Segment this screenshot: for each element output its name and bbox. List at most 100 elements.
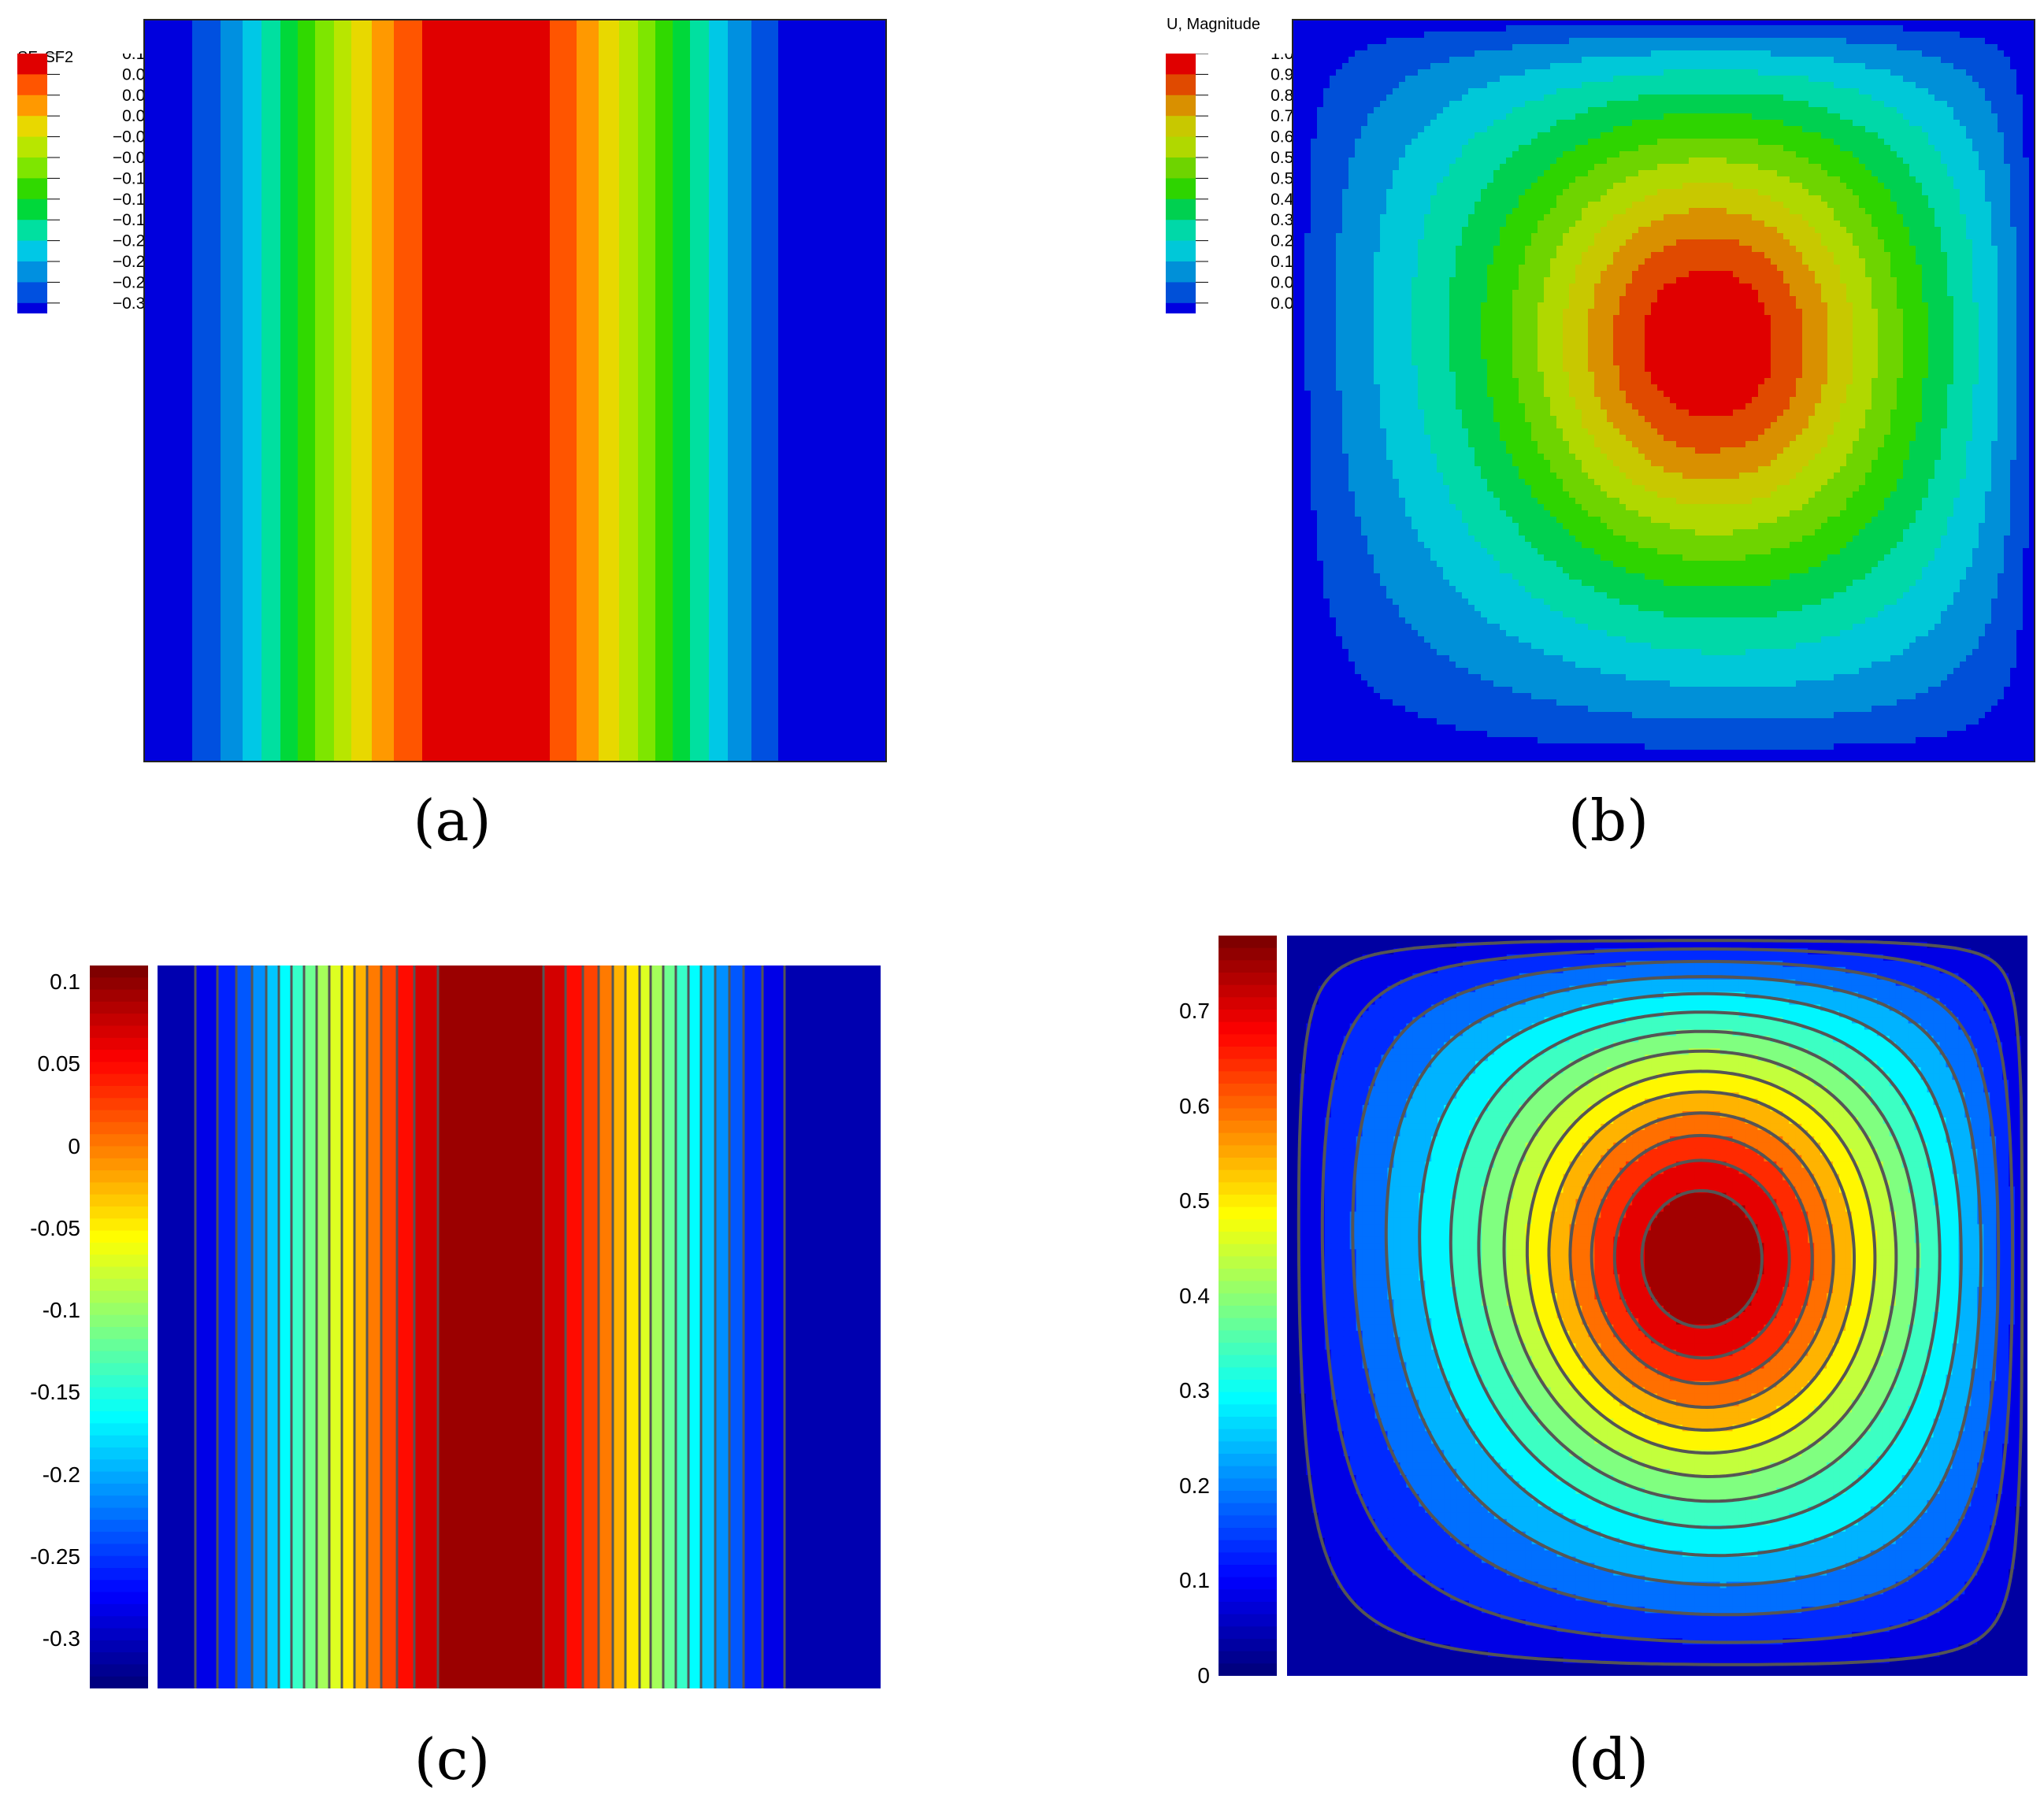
field-cell	[1878, 221, 1885, 228]
field-cell	[1796, 63, 1803, 70]
field-cell	[1916, 120, 1923, 127]
field-cell	[1380, 69, 1387, 76]
field-cell	[1966, 139, 1973, 146]
field-cell	[1424, 120, 1431, 127]
field-cell	[1777, 57, 1784, 64]
field-cell	[1720, 19, 1727, 26]
field-cell	[1890, 227, 1897, 234]
field-cell	[1796, 19, 1803, 26]
field-cell	[1865, 158, 1872, 165]
field-cell	[1626, 139, 1633, 146]
field-cell	[1380, 151, 1387, 158]
field-cell	[1739, 32, 1746, 39]
band-cell	[301, 19, 303, 762]
field-cell	[1783, 176, 1790, 183]
field-cell	[1531, 239, 1538, 246]
field-cell	[1834, 38, 1841, 45]
field-cell	[1897, 44, 1904, 51]
field-cell	[2029, 57, 2035, 64]
field-cell	[1670, 139, 1677, 146]
field-cell	[1752, 69, 1759, 76]
field-cell	[1739, 214, 1746, 221]
field-cell	[1556, 239, 1564, 246]
field-cell	[1985, 227, 1992, 234]
field-cell	[1575, 63, 1582, 70]
band-cell	[663, 19, 666, 762]
field-cell	[1638, 25, 1645, 32]
field-cell	[1664, 88, 1671, 95]
field-cell	[1317, 113, 1324, 120]
field-cell	[1953, 82, 1961, 89]
field-cell	[1840, 227, 1847, 234]
field-cell	[1991, 221, 1998, 228]
field-cell	[1481, 158, 1488, 165]
field-cell	[1323, 158, 1330, 165]
field-cell	[1601, 183, 1608, 190]
band-cell	[786, 19, 788, 762]
field-cell	[1664, 252, 1671, 259]
field-cell	[2029, 176, 2035, 183]
field-cell	[1764, 214, 1771, 221]
band-cell	[860, 19, 862, 762]
field-cell	[2016, 176, 2024, 183]
field-cell	[1575, 32, 1582, 39]
field-cell	[1462, 113, 1469, 120]
field-cell	[1582, 95, 1589, 102]
field-cell	[1626, 132, 1633, 139]
field-cell	[1727, 233, 1734, 240]
field-cell	[1418, 95, 1425, 102]
field-cell	[1544, 50, 1551, 57]
field-cell	[1613, 183, 1620, 190]
field-cell	[1808, 202, 1816, 209]
field-cell	[1531, 120, 1538, 127]
band-cell	[159, 19, 161, 762]
field-cell	[1998, 246, 2005, 253]
field-cell	[1638, 88, 1645, 95]
field-cell	[1645, 76, 1652, 83]
field-cell	[1462, 158, 1469, 165]
field-cell	[1897, 19, 1904, 26]
band-cell	[632, 19, 634, 762]
band-cell	[807, 19, 809, 762]
field-cell	[1449, 208, 1456, 215]
band-cell	[473, 19, 475, 762]
field-cell	[1506, 63, 1513, 70]
field-cell	[1531, 101, 1538, 108]
field-cell	[1632, 189, 1639, 196]
field-cell	[1556, 113, 1564, 120]
field-cell	[2029, 63, 2035, 70]
field-cell	[1777, 176, 1784, 183]
field-cell	[1790, 88, 1797, 95]
field-cell	[1443, 126, 1450, 133]
field-cell	[1456, 82, 1463, 89]
field-cell	[1815, 82, 1822, 89]
field-cell	[1594, 158, 1601, 165]
field-cell	[1727, 107, 1734, 114]
field-cell	[1708, 208, 1715, 215]
band-cell	[692, 19, 694, 762]
field-cell	[1538, 176, 1545, 183]
field-cell	[1935, 195, 1942, 202]
field-cell	[1815, 221, 1822, 228]
field-cell	[1802, 246, 1809, 253]
field-cell	[1953, 95, 1961, 102]
field-cell	[1569, 120, 1576, 127]
field-cell	[1418, 120, 1425, 127]
field-cell	[1972, 126, 1979, 133]
field-cell	[1348, 145, 1356, 152]
field-cell	[1727, 63, 1734, 70]
band-cell	[499, 19, 502, 762]
field-cell	[1846, 63, 1853, 70]
field-cell	[1935, 38, 1942, 45]
field-cell	[2023, 221, 2030, 228]
field-cell	[1607, 227, 1614, 234]
field-cell	[1304, 132, 1311, 139]
field-cell	[1405, 69, 1412, 76]
field-cell	[1563, 76, 1570, 83]
field-cell	[1506, 214, 1513, 221]
field-cell	[1588, 69, 1595, 76]
field-cell	[1348, 132, 1356, 139]
field-cell	[1330, 76, 1337, 83]
field-cell	[1323, 151, 1330, 158]
field-cell	[1475, 252, 1482, 259]
